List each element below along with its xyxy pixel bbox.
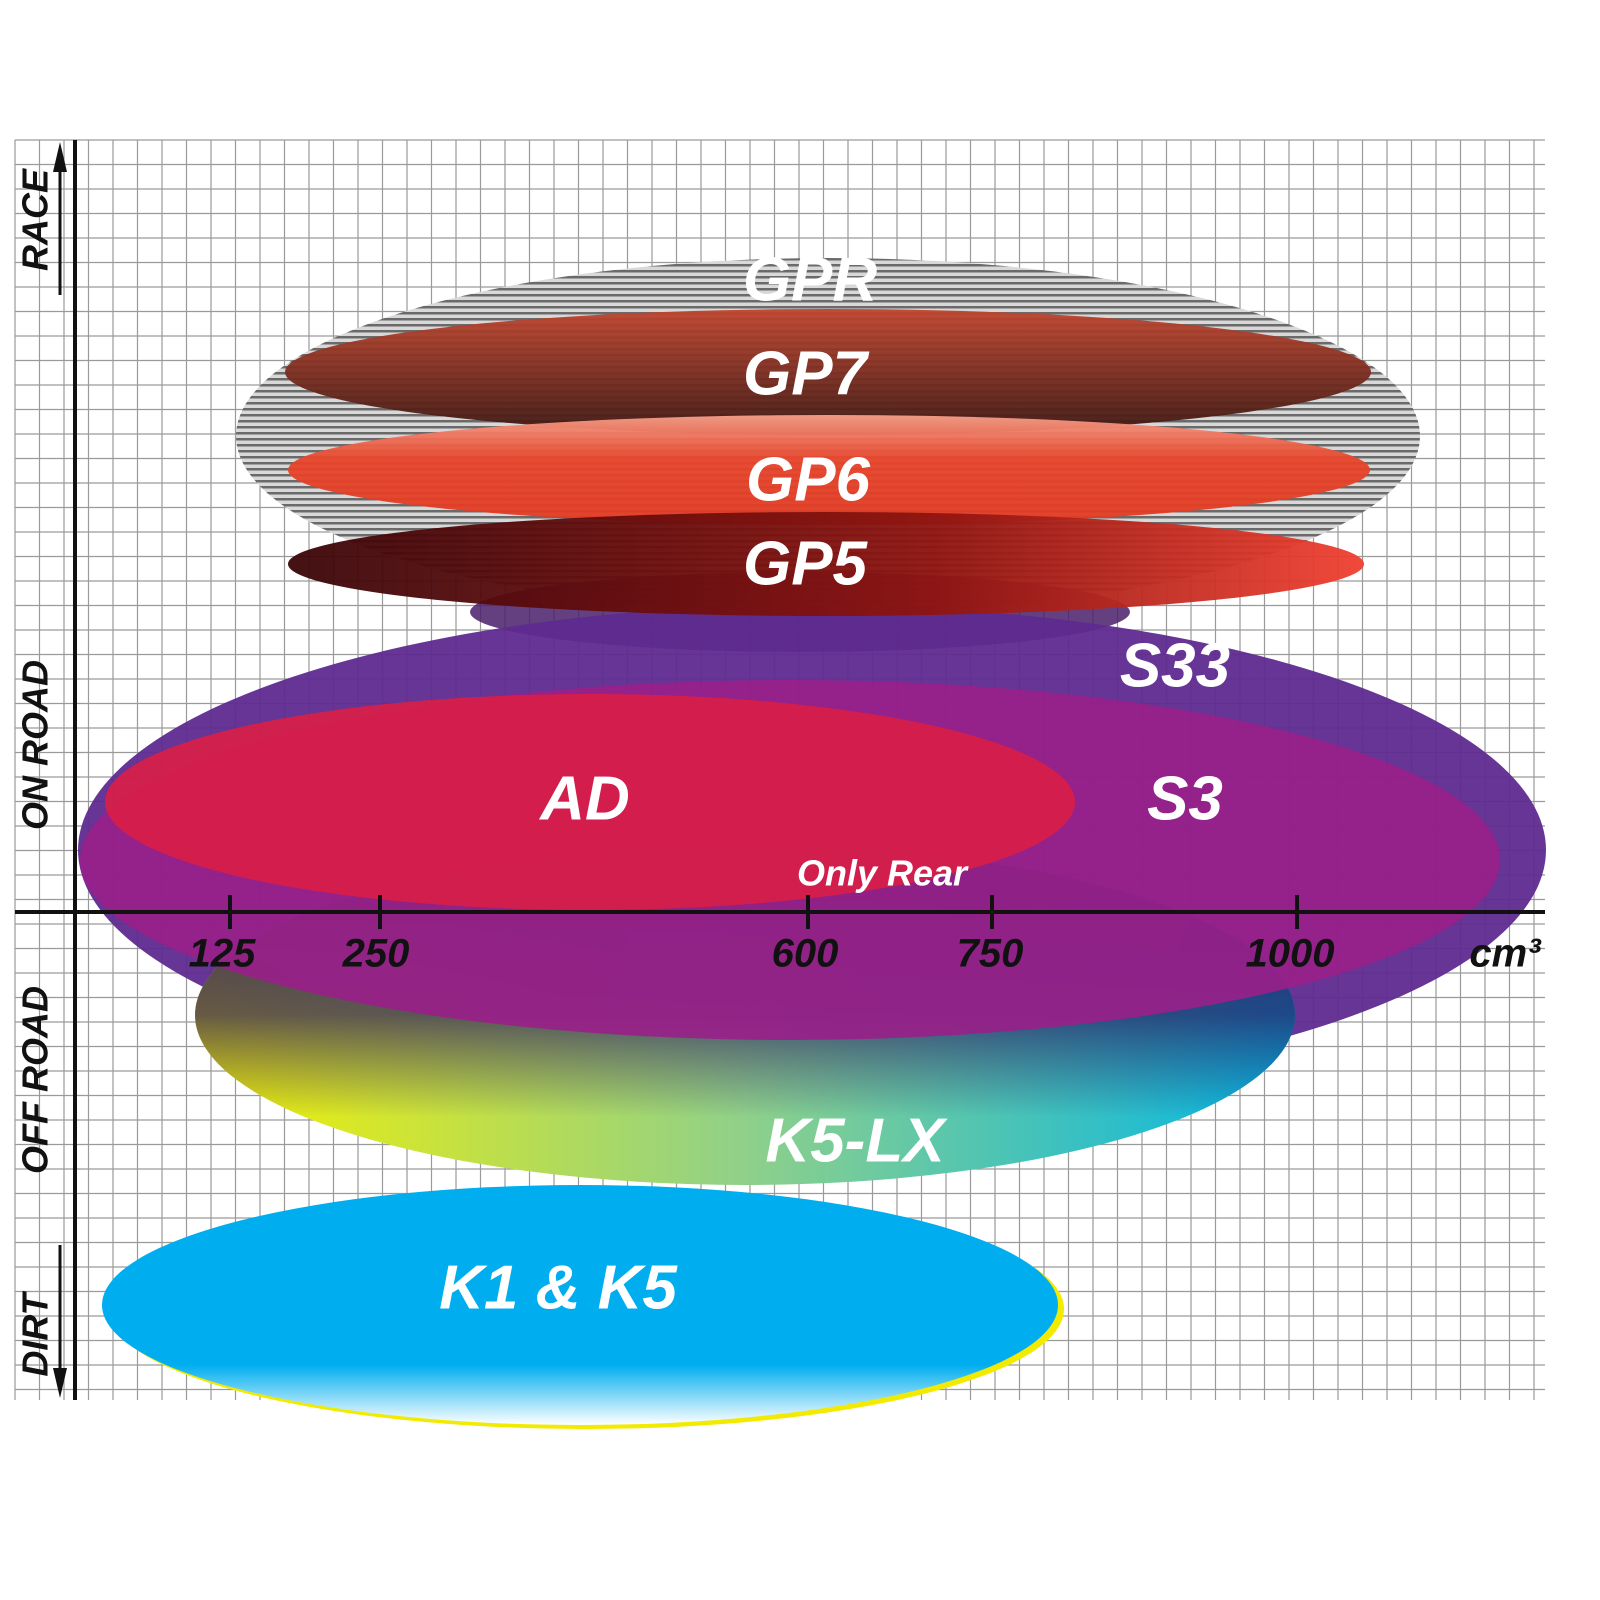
tire-label: GP5 xyxy=(743,529,869,598)
tire-label: S3 xyxy=(1147,764,1223,833)
tire-label: K5-LX xyxy=(765,1106,948,1175)
tire-label: GP7 xyxy=(743,339,870,408)
y-label: OFF ROAD xyxy=(15,986,56,1174)
k1-zone xyxy=(102,1185,1058,1425)
tire-label: AD xyxy=(538,764,630,833)
gp5-zone xyxy=(288,512,1364,616)
y-label: RACE xyxy=(15,168,56,271)
arrow-head xyxy=(53,142,67,172)
tire-label: Only Rear xyxy=(797,853,969,894)
tire-label: S33 xyxy=(1120,631,1230,700)
ad-zone xyxy=(105,694,1075,910)
gp7-zone xyxy=(285,309,1371,435)
tire-label: GP6 xyxy=(746,445,871,514)
tire-label: GPR xyxy=(743,245,878,314)
arrow-head xyxy=(53,1368,67,1398)
x-tick-label: 250 xyxy=(342,932,410,976)
x-tick-label: 1000 xyxy=(1246,932,1335,976)
labels: RACE ON ROAD OFF ROAD DIRT 125 250 600 7… xyxy=(15,168,1543,1377)
axes xyxy=(15,140,1545,1400)
x-tick-label: 750 xyxy=(957,932,1024,976)
x-tick-label: 600 xyxy=(772,932,839,976)
y-label: DIRT xyxy=(15,1290,56,1376)
y-label: ON ROAD xyxy=(15,660,56,830)
x-unit: cm³ xyxy=(1469,932,1542,976)
gp6-zone xyxy=(288,415,1370,525)
tire-label: K1 & K5 xyxy=(439,1253,678,1322)
x-tick-label: 125 xyxy=(189,932,256,976)
ellipses xyxy=(78,258,1546,1429)
